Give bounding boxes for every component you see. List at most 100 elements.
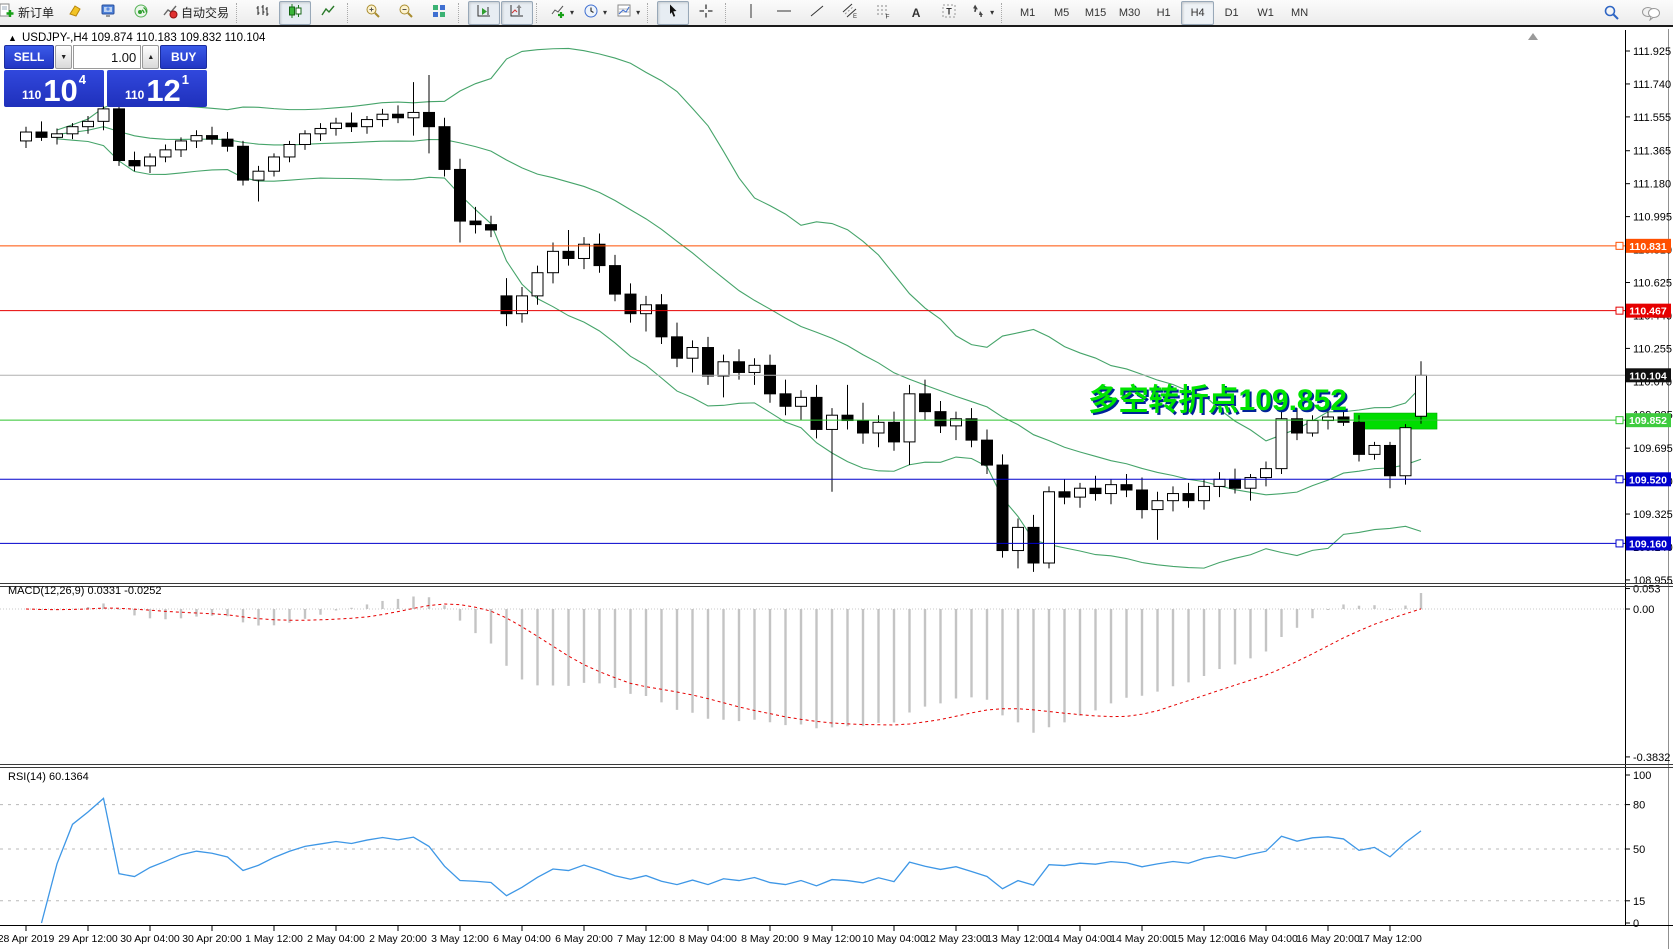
timeframe-button-M15[interactable]: M15 [1084, 6, 1107, 19]
periods-clock-icon [583, 3, 599, 22]
rsi-panel[interactable] [0, 797, 1625, 924]
horizontal-line-button[interactable] [768, 1, 800, 25]
timeframe-button-M5[interactable]: M5 [1053, 6, 1070, 19]
zoom-out-button[interactable] [390, 1, 422, 25]
time-tick-label: 2 May 20:00 [369, 933, 427, 945]
macd-signal-line[interactable] [25, 603, 1422, 726]
price-badge [1626, 368, 1671, 383]
time-tick-label: 29 Apr 12:00 [58, 933, 118, 945]
chat-button[interactable] [1635, 2, 1667, 26]
zoom-in-button[interactable] [357, 1, 389, 25]
main-chart-panel[interactable] [20, 47, 1438, 572]
cursor-button[interactable] [657, 0, 690, 25]
time-tick-label: 16 May 04:00 [1234, 933, 1298, 945]
candle [268, 153, 280, 177]
equidistant-channel-button[interactable]: E [834, 1, 866, 25]
candle [1384, 441, 1396, 489]
buy-price-display[interactable]: 110 12 1 [107, 70, 207, 107]
line-chart-button[interactable] [312, 1, 344, 25]
autotrading-button[interactable]: 自动交易 [158, 1, 233, 25]
hline-anchor-marker[interactable] [1615, 306, 1624, 315]
candle [1136, 477, 1148, 519]
auto-scroll-button[interactable] [468, 0, 501, 25]
highlight-rectangle[interactable] [1353, 412, 1438, 430]
fibonacci-button[interactable]: F [867, 1, 899, 25]
trendline-button[interactable] [801, 1, 833, 25]
volume-increase-button[interactable]: ▲ [142, 45, 160, 69]
hline-anchor-marker[interactable] [1615, 539, 1624, 548]
sell-price-display[interactable]: 110 10 4 [4, 70, 104, 107]
chart-shift-button[interactable] [501, 0, 534, 25]
candle [159, 144, 172, 163]
arrows-tool-button[interactable]: ▾ [966, 1, 998, 25]
periods-button[interactable]: ▾ [579, 1, 611, 25]
candles-layer [20, 75, 1427, 572]
candle [1043, 486, 1055, 569]
bollinger-lower-band[interactable] [56, 138, 1422, 569]
time-axis[interactable]: 28 Apr 2019 29 Apr 12:00 30 Apr 04:00 30 Ap… [0, 926, 1422, 945]
candlestick-chart-button[interactable] [279, 0, 312, 25]
hline-anchor-marker[interactable] [1615, 241, 1624, 250]
volume-decrease-button[interactable]: ▼ [55, 45, 73, 69]
tile-windows-button[interactable] [423, 1, 455, 25]
hline-anchor-marker[interactable] [1615, 416, 1624, 425]
timeframe-button-MN[interactable]: MN [1291, 6, 1309, 19]
market-watch-button[interactable] [92, 1, 124, 25]
price-axis[interactable]: 111.925 111.740 111.555 111.365 111.180 110.9… [1615, 46, 1673, 930]
buy-price-figure: 110 [124, 88, 145, 102]
timeframe-button-W1[interactable]: W1 [1257, 6, 1274, 19]
cursor-arrow-icon [665, 3, 681, 22]
time-tick-label: 10 May 04:00 [862, 933, 926, 945]
candle [934, 400, 947, 434]
candle [1260, 461, 1272, 487]
time-tick-label: 28 Apr 2019 [0, 933, 54, 945]
horizontal-lines-layer[interactable] [0, 245, 1625, 544]
candle [1182, 482, 1195, 508]
candle [144, 153, 156, 173]
search-button[interactable] [1595, 2, 1627, 26]
new-order-button[interactable]: 新订单 [0, 1, 58, 25]
time-tick-label: 9 May 12:00 [803, 933, 861, 945]
history-center-button[interactable] [59, 1, 91, 25]
sell-price-pips: 10 [43, 73, 78, 108]
annotation-text[interactable]: 多空转折点109.852 [1089, 384, 1347, 417]
text-label-button[interactable]: T [933, 1, 965, 25]
chart-window[interactable]: 多空转折点109.852 多空转折点109.852 ▲ USDJPY-,H4 109.… [0, 29, 1673, 949]
hline-anchor-marker[interactable] [1615, 475, 1624, 484]
timeframe-button-M30[interactable]: M30 [1118, 6, 1141, 19]
timeframe-button-H1[interactable]: H1 [1156, 6, 1171, 19]
timeframe-button-H4[interactable]: H4 [1181, 0, 1215, 25]
volume-input[interactable] [73, 45, 142, 69]
vertical-line-icon [743, 3, 759, 22]
signals-button[interactable] [125, 1, 157, 25]
arrows-tool-icon [970, 3, 986, 22]
vertical-line-button[interactable] [735, 1, 767, 25]
svg-text:F: F [886, 14, 890, 20]
rsi-line[interactable] [40, 797, 1422, 924]
time-tick-label: 30 Apr 04:00 [120, 933, 180, 945]
candle [531, 265, 544, 305]
autotrading-label: 自动交易 [181, 6, 230, 20]
timeframe-button-D1[interactable]: D1 [1224, 6, 1239, 19]
price-tick-label: 109.695 [1633, 443, 1673, 455]
candle [1089, 475, 1102, 501]
dropdown-caret-icon: ▾ [990, 8, 995, 17]
bollinger-upper-band[interactable] [56, 47, 1422, 442]
indicators-button[interactable]: ▾ [546, 1, 578, 25]
buy-button[interactable]: BUY [160, 45, 207, 69]
macd-panel[interactable] [0, 593, 1625, 733]
crosshair-button[interactable] [690, 1, 722, 25]
sell-button[interactable]: SELL [4, 45, 55, 69]
timeframe-button-M1[interactable]: M1 [1019, 6, 1036, 19]
svg-text:E: E [853, 14, 857, 19]
timeframe-toolbar: M1 M5 M15 M30 H1 H4 D1 W1 MN [1011, 0, 1316, 25]
candle [903, 384, 916, 466]
text-button[interactable]: A [900, 1, 932, 25]
zoom-in-icon [365, 3, 381, 22]
bar-chart-button[interactable] [246, 1, 278, 25]
templates-button[interactable]: ▾ [612, 1, 644, 25]
equidistant-channel-icon: E [842, 3, 858, 22]
